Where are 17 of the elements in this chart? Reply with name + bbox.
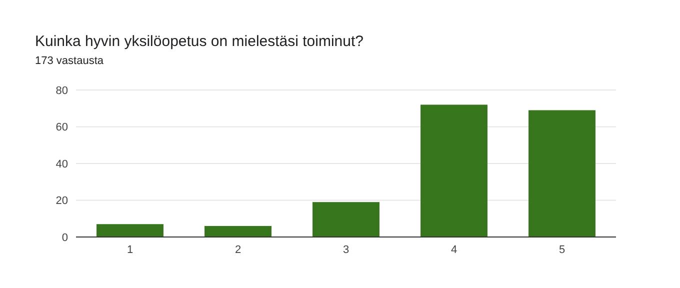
x-tick-label: 2	[234, 244, 242, 256]
x-tick-label: 1	[126, 244, 134, 256]
y-tick-label: 0	[62, 232, 68, 244]
y-tick-label: 40	[56, 158, 68, 170]
y-tick-label: 80	[56, 84, 68, 97]
bar	[420, 104, 488, 237]
x-tick-label: 3	[342, 244, 350, 256]
y-tick-label: 60	[56, 122, 68, 134]
x-tick-label: 4	[450, 244, 458, 256]
y-tick-label: 20	[56, 195, 68, 208]
bar	[96, 224, 164, 237]
bar	[204, 226, 272, 237]
chart-subtitle: 173 vastausta	[35, 55, 104, 67]
chart-title: Kuinka hyvin yksilöopetus on mielestäsi toiminut?	[35, 33, 364, 50]
bar	[528, 110, 596, 237]
bar	[312, 202, 380, 237]
x-tick-label: 5	[558, 244, 566, 256]
